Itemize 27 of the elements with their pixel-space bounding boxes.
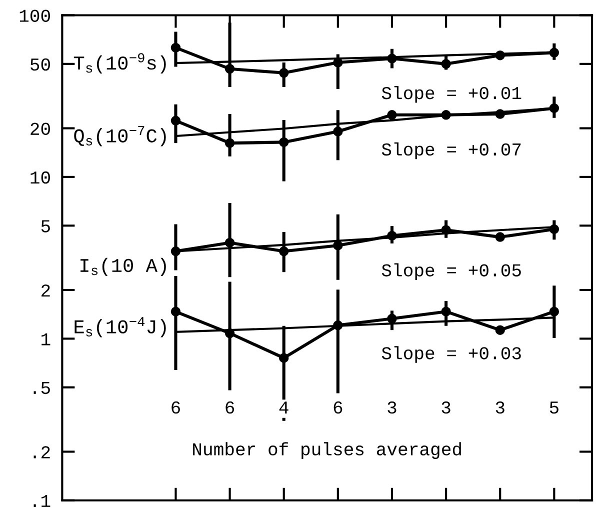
- series-label: Q$_{s}$(10$^{−7}$C): [74, 126, 166, 146]
- x-tick-label: 3: [442, 401, 450, 414]
- y-tick-label: 10: [30, 171, 50, 184]
- annotation: Slope = +0.03: [382, 346, 521, 363]
- y-tick-label: .1: [34, 495, 50, 507]
- annotation: Slope = +0.07: [382, 142, 521, 160]
- y-tick-label: 100: [20, 10, 50, 22]
- y-tick-label: 50: [30, 58, 50, 71]
- x-tick-label: 4: [279, 402, 288, 414]
- y-tick-label: 20: [30, 122, 50, 135]
- annotation: Slope = +0.01: [382, 86, 522, 103]
- x-axis-title: Number of pulses averaged: [193, 442, 461, 459]
- x-tick-label: 6: [334, 401, 342, 414]
- series-label: T$_{s}$(10$^{−9}$s): [74, 53, 166, 74]
- y-tick-label: .2: [34, 446, 50, 458]
- x-tick-label: 6: [226, 401, 234, 414]
- y-tick-label: 1: [42, 333, 50, 346]
- series-label: E$_{s}$(10$^{−4}$J): [74, 317, 166, 338]
- x-tick-label: 5: [550, 402, 558, 414]
- y-tick-label: 5: [41, 220, 50, 232]
- x-tick-label: 3: [496, 401, 504, 414]
- x-tick-label: 6: [172, 401, 180, 414]
- y-tick-label: 2: [42, 284, 50, 297]
- y-tick-label: .5: [34, 382, 50, 394]
- x-tick-label: 3: [388, 401, 396, 414]
- series-label: I$_{s}$(10 A): [80, 258, 166, 276]
- annotation: Slope = +0.05: [382, 263, 521, 280]
